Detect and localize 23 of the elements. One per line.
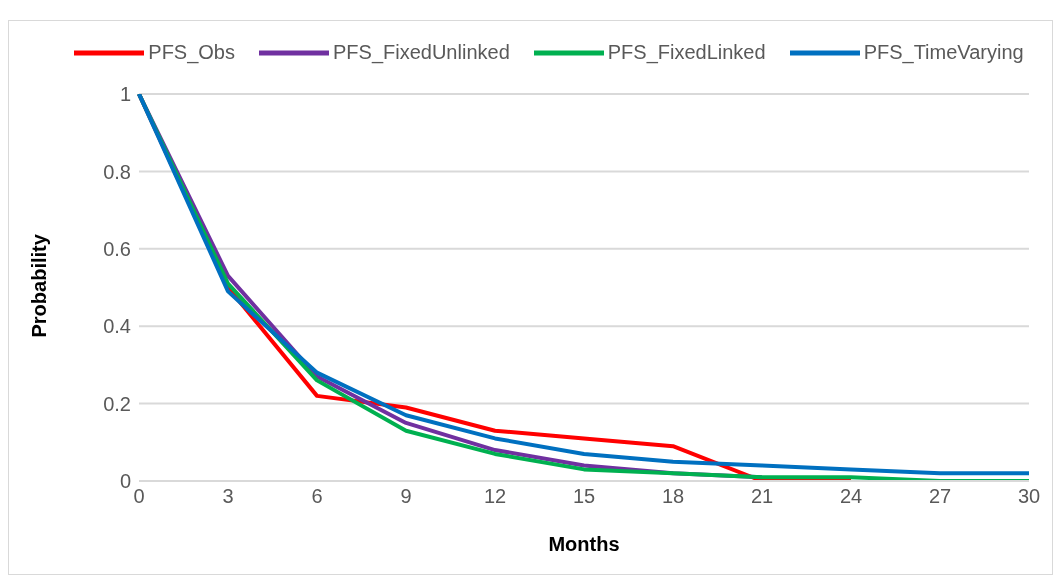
y-tick-label: 1	[119, 83, 131, 106]
y-tick-label: 0.6	[103, 237, 131, 260]
y-axis-title: Probability	[28, 233, 51, 338]
legend-label: PFS_TimeVarying	[863, 41, 1024, 64]
x-tick-label: 6	[311, 485, 323, 508]
x-tick-label: 27	[928, 485, 952, 508]
legend-label: PFS_FixedUnlinked	[333, 41, 510, 64]
y-tick-label: 0.4	[103, 315, 131, 338]
x-tick-label: 21	[750, 485, 774, 508]
y-tick-label: 0.8	[103, 160, 131, 183]
x-axis-title: Months	[548, 533, 620, 555]
y-tick-label: 0.2	[103, 392, 131, 415]
x-tick-label: 24	[839, 485, 863, 508]
x-tick-label: 15	[572, 485, 596, 508]
x-tick-label: 0	[133, 485, 145, 508]
x-tick-label: 3	[222, 485, 234, 508]
x-tick-label: 30	[1017, 485, 1041, 508]
legend-label: PFS_Obs	[148, 41, 235, 64]
x-tick-label: 12	[483, 485, 507, 508]
legend-label: PFS_FixedLinked	[607, 41, 766, 64]
x-tick-label: 18	[661, 485, 685, 508]
x-tick-label: 9	[400, 485, 412, 508]
y-tick-label: 0	[119, 470, 131, 493]
